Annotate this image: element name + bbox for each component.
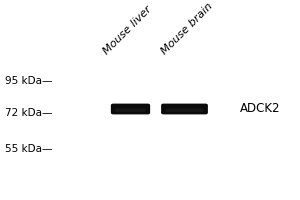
- FancyBboxPatch shape: [116, 108, 146, 112]
- Text: 72 kDa—: 72 kDa—: [5, 108, 52, 118]
- Text: ADCK2: ADCK2: [240, 102, 280, 116]
- Text: 55 kDa—: 55 kDa—: [5, 144, 52, 154]
- Text: Mouse liver: Mouse liver: [101, 4, 153, 56]
- FancyBboxPatch shape: [111, 104, 150, 114]
- FancyBboxPatch shape: [161, 104, 208, 114]
- FancyBboxPatch shape: [166, 108, 203, 112]
- Text: 95 kDa—: 95 kDa—: [5, 76, 52, 86]
- Text: Mouse brain: Mouse brain: [159, 1, 215, 56]
